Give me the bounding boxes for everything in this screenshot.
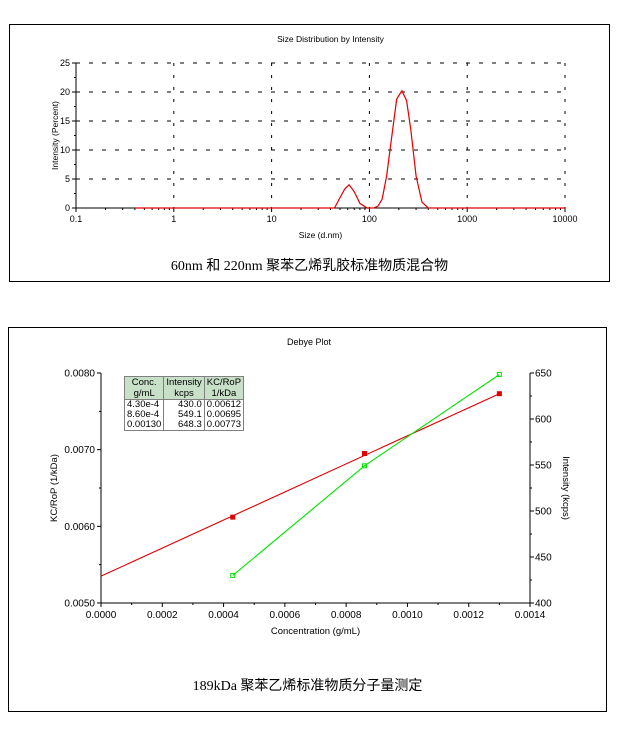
left-y-tick-label: 0.0050 bbox=[64, 599, 95, 610]
chart-title: Debye Plot bbox=[287, 337, 332, 347]
table-cell: 648.3 bbox=[163, 420, 205, 431]
table-header-intensity: Intensity kcps bbox=[163, 376, 205, 400]
x-tick-label: 0.0010 bbox=[392, 610, 423, 621]
table-row: 4.30e-4 430.0 0.00612 bbox=[123, 399, 245, 410]
x-tick-label: 0.1 bbox=[70, 214, 83, 224]
x-tick-label: 1000 bbox=[457, 214, 477, 224]
kcrop-data-point bbox=[230, 514, 236, 520]
kcrop-data-point bbox=[362, 451, 368, 456]
y-tick-label: 0 bbox=[65, 203, 70, 213]
table-cell: 0.00130 bbox=[123, 420, 165, 431]
table-cell: 0.00773 bbox=[203, 420, 245, 431]
x-tick-label: 10000 bbox=[552, 214, 577, 224]
debye-plot-caption: 189kDa 聚苯乙烯标准物质分子量测定 bbox=[192, 679, 423, 694]
table-cell: 430.0 bbox=[163, 399, 205, 410]
intensity-distribution-line bbox=[134, 89, 565, 209]
y-tick-label: 15 bbox=[60, 116, 70, 126]
table-header-conc: Conc. g/mL bbox=[123, 376, 165, 400]
size-distribution-caption: 60nm 和 220nm 聚苯乙烯乳胶标准物质混合物 bbox=[170, 259, 449, 274]
y-axis-label: Intensity (Percent) bbox=[50, 101, 60, 170]
x-tick-label: 0.0000 bbox=[86, 610, 117, 621]
size-distribution-chart: Size Distribution by Intensity 0 5 10 15 20 25… bbox=[50, 34, 578, 240]
x-tick-label: 0.0014 bbox=[515, 610, 546, 621]
left-y-tick-label: 0.0070 bbox=[64, 445, 95, 456]
right-y-tick-label: 500 bbox=[535, 507, 552, 518]
debye-plot-panel: Debye Plot 0.0050 0.0060 0.0070 0.0080 400 450… bbox=[8, 327, 607, 712]
debye-plot-chart: Debye Plot 0.0050 0.0060 0.0070 0.0080 400 450… bbox=[49, 337, 571, 637]
right-y-tick-label: 600 bbox=[535, 415, 552, 426]
left-y-axis-label: KC/RoP (1/kDa) bbox=[49, 454, 60, 522]
table-row: 0.00130 648.3 0.00773 bbox=[123, 420, 245, 431]
right-y-axis-label: Intensity (kcps) bbox=[560, 456, 571, 520]
table-cell: 549.1 bbox=[163, 410, 205, 420]
x-tick-label: 0.0004 bbox=[208, 610, 239, 621]
right-y-tick-label: 450 bbox=[535, 553, 552, 564]
table-header-kcrop: KC/RoP 1/kDa bbox=[203, 376, 245, 400]
y-tick-label: 10 bbox=[60, 145, 70, 155]
y-tick-label: 25 bbox=[60, 58, 70, 68]
right-y-tick-label: 650 bbox=[535, 369, 552, 380]
x-axis-label: Size (d.nm) bbox=[299, 230, 343, 240]
intensity-data-point bbox=[230, 572, 236, 578]
table-row: 8.60e-4 549.1 0.00695 bbox=[123, 410, 245, 420]
table-cell: 0.00612 bbox=[203, 399, 245, 410]
left-y-tick-label: 0.0080 bbox=[64, 369, 95, 380]
x-tick-label: 1 bbox=[171, 214, 176, 224]
left-y-tick-label: 0.0060 bbox=[64, 522, 95, 533]
x-tick-label: 0.0006 bbox=[270, 610, 301, 621]
x-tick-label: 0.0008 bbox=[331, 610, 362, 621]
kcrop-data-point bbox=[496, 391, 502, 397]
x-tick-label: 0.0012 bbox=[453, 610, 484, 621]
debye-data-table: Conc. g/mL Intensity kcps KC/RoP 1/kDa 4.30… bbox=[123, 376, 245, 431]
table-cell: 0.00695 bbox=[203, 410, 245, 420]
right-y-tick-label: 400 bbox=[535, 599, 552, 610]
x-axis-label: Concentration (g/mL) bbox=[271, 626, 360, 637]
x-tick-label: 10 bbox=[267, 214, 277, 224]
intensity-data-point bbox=[496, 372, 502, 378]
chart-title: Size Distribution by Intensity bbox=[277, 34, 385, 44]
y-tick-label: 20 bbox=[60, 87, 70, 97]
x-tick-label: 100 bbox=[362, 214, 377, 224]
y-tick-label: 5 bbox=[65, 174, 70, 184]
kcrop-fit-line bbox=[100, 393, 500, 577]
x-tick-label: 0.0002 bbox=[147, 610, 178, 621]
intensity-line bbox=[232, 374, 500, 576]
size-distribution-panel: Size Distribution by Intensity 0 5 10 15 20 25… bbox=[9, 24, 610, 282]
right-y-tick-label: 550 bbox=[535, 461, 552, 472]
intensity-data-point bbox=[362, 463, 368, 469]
